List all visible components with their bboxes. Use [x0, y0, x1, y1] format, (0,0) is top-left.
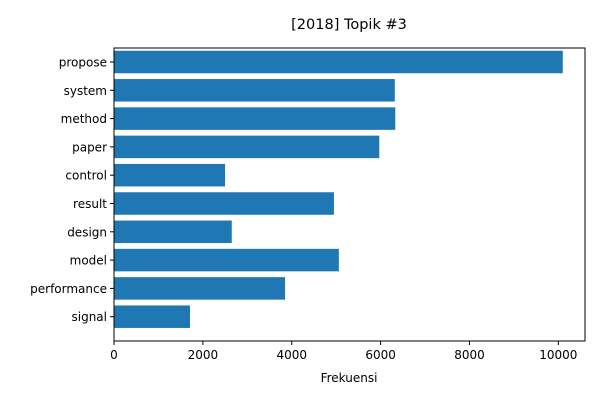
y-tick-label: system [64, 84, 107, 98]
chart-title: [2018] Topik #3 [291, 17, 407, 33]
bar-paper [114, 135, 380, 159]
bar-design [114, 220, 232, 244]
x-tick-label: 0 [110, 348, 118, 362]
bar-method [114, 107, 396, 130]
y-tick-label: control [65, 169, 107, 183]
x-tick-label: 10000 [539, 348, 577, 362]
y-tick-label: method [61, 112, 107, 126]
bar-system [114, 79, 395, 102]
y-tick-label: propose [59, 56, 107, 70]
bar-model [114, 248, 339, 272]
x-axis-ticks: 0 2000 4000 6000 8000 10000 [110, 341, 577, 362]
bar-control [114, 163, 226, 187]
y-tick-label: signal [72, 310, 108, 324]
y-axis-ticks: propose system method paper control result des… [30, 56, 114, 324]
plot-frame [113, 47, 586, 342]
x-tick-label: 2000 [188, 348, 219, 362]
y-tick-label: paper [72, 140, 107, 154]
x-tick-label: 6000 [365, 348, 396, 362]
y-tick-label: performance [30, 282, 107, 296]
bars-group [114, 50, 563, 328]
bar-signal [114, 305, 190, 328]
bar-result [114, 192, 334, 215]
y-tick-label: model [70, 254, 107, 268]
bar-propose [114, 50, 563, 74]
y-tick-label: result [73, 197, 107, 211]
x-axis-label: Frekuensi [321, 371, 378, 385]
bar-performance [114, 277, 286, 300]
x-tick-label: 8000 [454, 348, 485, 362]
y-tick-label: design [67, 225, 107, 239]
x-tick-label: 4000 [276, 348, 307, 362]
